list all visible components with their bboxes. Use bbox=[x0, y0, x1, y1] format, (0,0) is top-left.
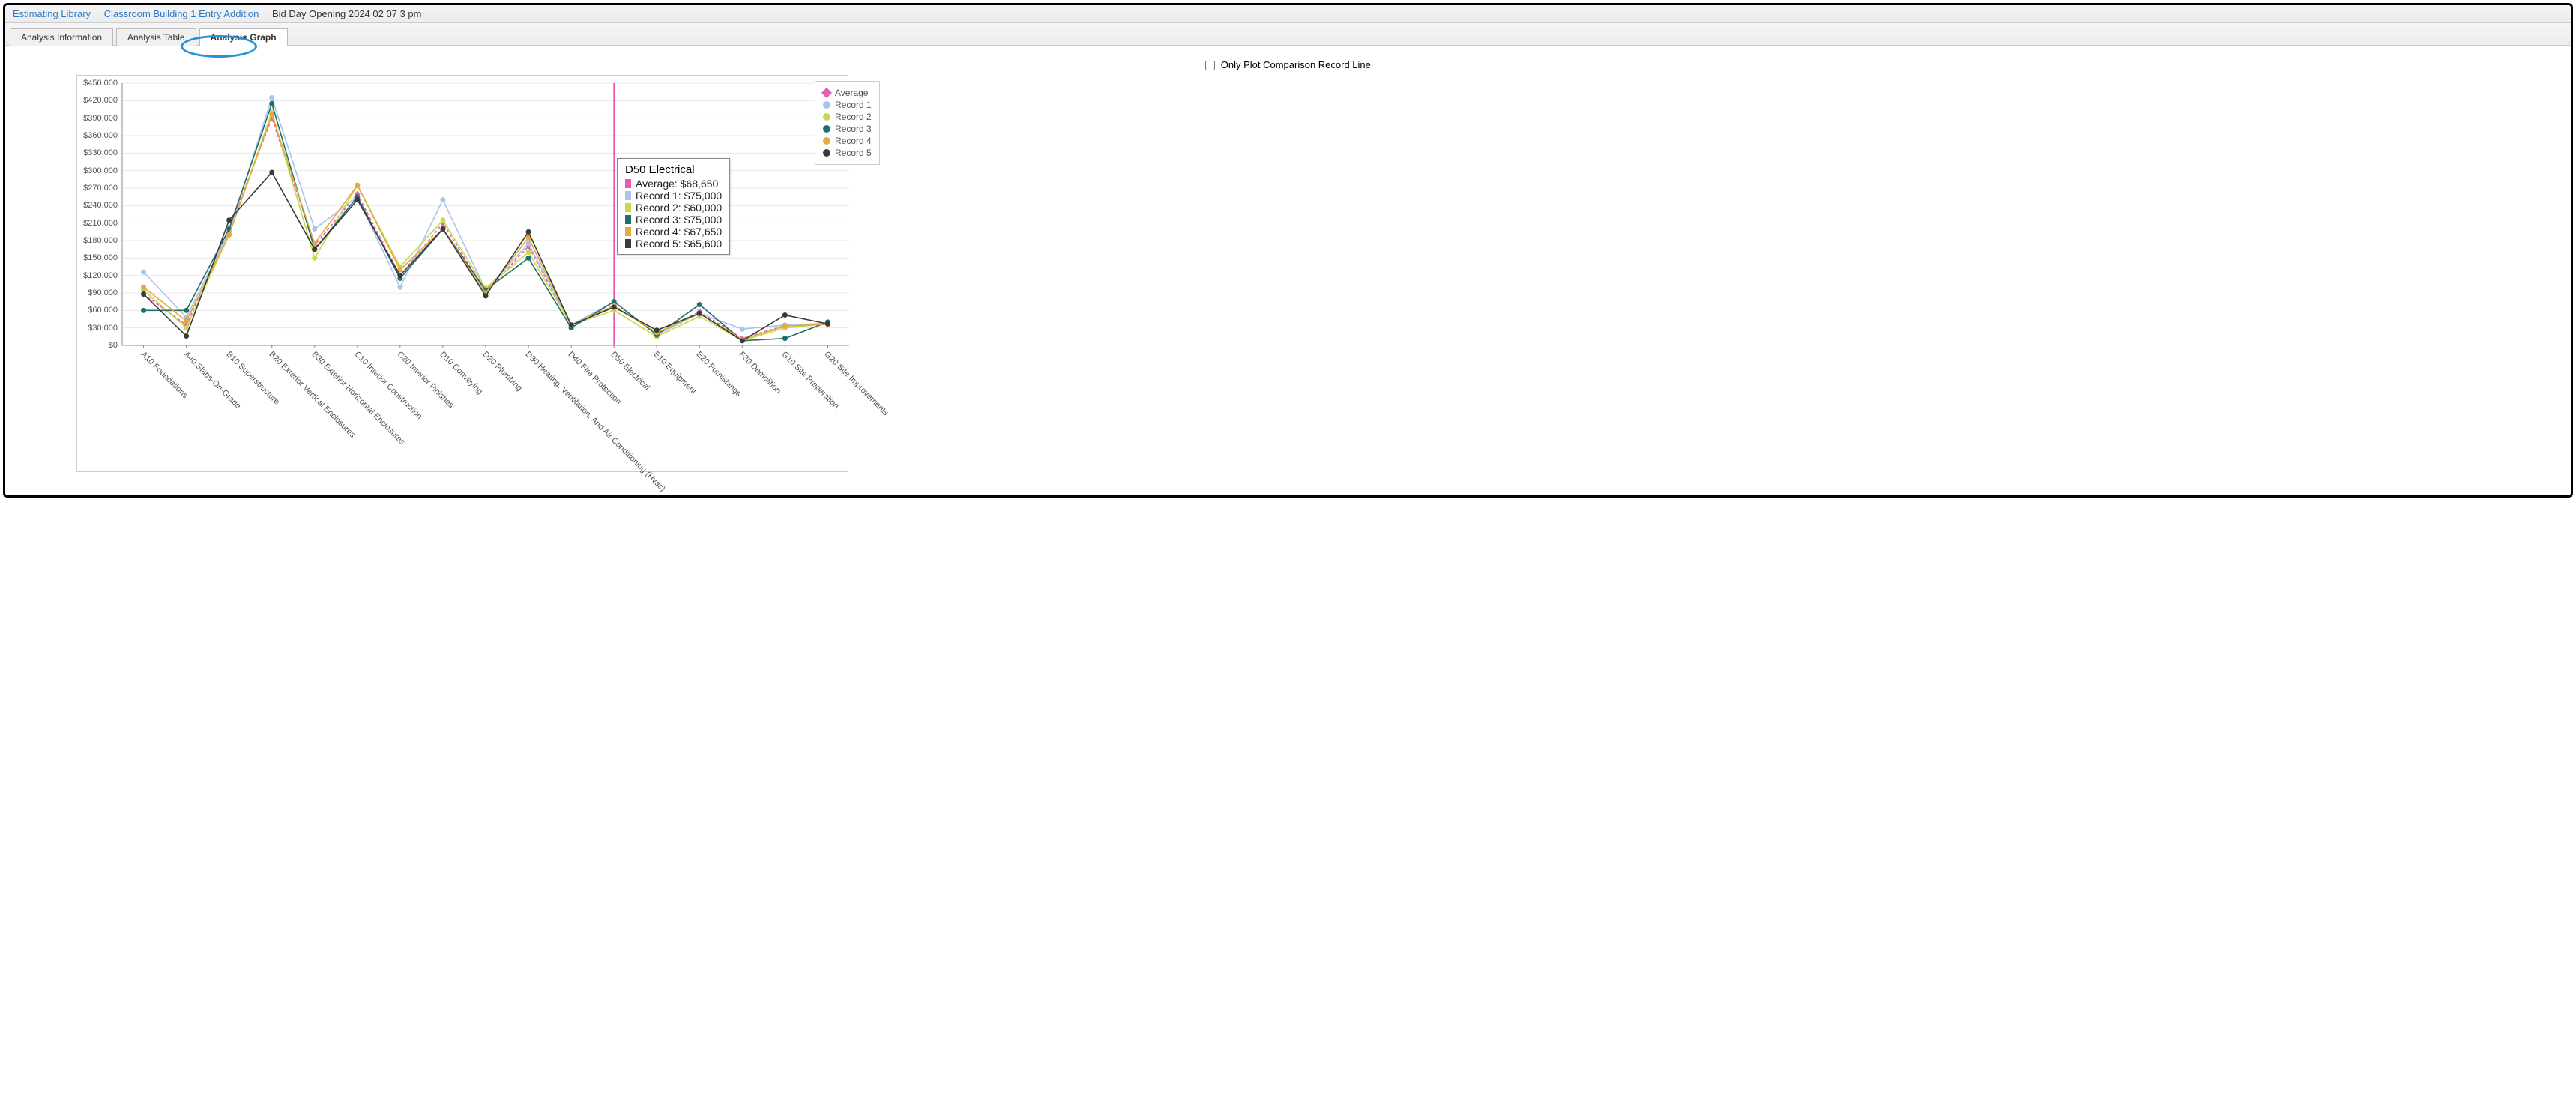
legend-marker-icon bbox=[823, 125, 830, 133]
legend-item[interactable]: Record 5 bbox=[823, 148, 872, 158]
tooltip-text: Record 1: $75,000 bbox=[636, 190, 722, 202]
tooltip-title: D50 Electrical bbox=[625, 163, 722, 176]
only-plot-comparison-label[interactable]: Only Plot Comparison Record Line bbox=[1205, 59, 1371, 70]
plot-option-row: Only Plot Comparison Record Line bbox=[13, 59, 2563, 70]
chart-box: $0 $30,000 $60,000 $90,000 $120,000 $150,000 $… bbox=[76, 75, 848, 472]
app-frame: Estimating Library Classroom Building 1 … bbox=[3, 3, 2573, 498]
tooltip-text: Record 3: $75,000 bbox=[636, 214, 722, 226]
y-tick-label: $390,000 bbox=[77, 114, 118, 123]
legend-marker-icon bbox=[823, 101, 830, 109]
tooltip-row: Record 2: $60,000 bbox=[625, 202, 722, 214]
y-tick-label: $120,000 bbox=[77, 271, 118, 280]
tooltip-row: Record 4: $67,650 bbox=[625, 226, 722, 238]
only-plot-comparison-checkbox[interactable] bbox=[1205, 61, 1215, 70]
tooltip-row: Average: $68,650 bbox=[625, 178, 722, 190]
y-tick-label: $30,000 bbox=[77, 324, 118, 333]
legend-label: Record 2 bbox=[835, 112, 872, 122]
legend-marker-icon bbox=[823, 149, 830, 157]
tooltip-row: Record 1: $75,000 bbox=[625, 190, 722, 202]
tooltip-swatch bbox=[625, 239, 631, 248]
only-plot-comparison-text: Only Plot Comparison Record Line bbox=[1221, 59, 1371, 70]
legend-item[interactable]: Record 4 bbox=[823, 136, 872, 146]
tooltip-swatch bbox=[625, 227, 631, 236]
y-tick-label: $180,000 bbox=[77, 236, 118, 245]
legend-marker-icon bbox=[821, 88, 832, 98]
tab-analysis-information[interactable]: Analysis Information bbox=[10, 28, 113, 46]
chart-tooltip: D50 Electrical Average: $68,650Record 1: … bbox=[617, 158, 730, 255]
tooltip-swatch bbox=[625, 203, 631, 212]
tooltip-text: Average: $68,650 bbox=[636, 178, 718, 190]
y-tick-label: $330,000 bbox=[77, 148, 118, 157]
tooltip-text: Record 5: $65,600 bbox=[636, 238, 722, 250]
legend-marker-icon bbox=[823, 113, 830, 121]
legend-item[interactable]: Record 2 bbox=[823, 112, 872, 122]
y-tick-label: $210,000 bbox=[77, 219, 118, 228]
y-tick-label: $360,000 bbox=[77, 131, 118, 140]
content-area: Only Plot Comparison Record Line $0 $30,0… bbox=[5, 46, 2571, 480]
legend-label: Average bbox=[835, 88, 868, 98]
legend-label: Record 4 bbox=[835, 136, 872, 146]
y-tick-label: $270,000 bbox=[77, 184, 118, 193]
tooltip-row: Record 5: $65,600 bbox=[625, 238, 722, 250]
breadcrumb: Estimating Library Classroom Building 1 … bbox=[5, 5, 2571, 23]
legend-marker-icon bbox=[823, 137, 830, 145]
tooltip-swatch bbox=[625, 215, 631, 224]
tooltip-text: Record 4: $67,650 bbox=[636, 226, 722, 238]
tab-row: Analysis Information Analysis Table Anal… bbox=[5, 23, 2571, 46]
y-tick-label: $300,000 bbox=[77, 166, 118, 175]
breadcrumb-link-library[interactable]: Estimating Library bbox=[13, 8, 91, 19]
tab-analysis-table[interactable]: Analysis Table bbox=[116, 28, 196, 46]
legend: Average Record 1 Record 2 Record 3 Record 4 R… bbox=[815, 81, 880, 165]
y-tick-label: $150,000 bbox=[77, 253, 118, 262]
legend-item[interactable]: Average bbox=[823, 88, 872, 98]
y-tick-label: $450,000 bbox=[77, 79, 118, 88]
y-tick-label: $0 bbox=[77, 341, 118, 350]
legend-item[interactable]: Record 3 bbox=[823, 124, 872, 134]
chart-wrap: $0 $30,000 $60,000 $90,000 $120,000 $150,000 $… bbox=[13, 75, 912, 472]
tooltip-row: Record 3: $75,000 bbox=[625, 214, 722, 226]
breadcrumb-link-project[interactable]: Classroom Building 1 Entry Addition bbox=[104, 8, 259, 19]
tooltip-swatch bbox=[625, 191, 631, 200]
y-tick-label: $420,000 bbox=[77, 96, 118, 105]
tab-analysis-graph[interactable]: Analysis Graph bbox=[199, 28, 288, 46]
legend-label: Record 3 bbox=[835, 124, 872, 134]
y-tick-label: $90,000 bbox=[77, 288, 118, 297]
legend-item[interactable]: Record 1 bbox=[823, 100, 872, 110]
legend-label: Record 1 bbox=[835, 100, 872, 110]
y-tick-label: $60,000 bbox=[77, 306, 118, 315]
breadcrumb-current: Bid Day Opening 2024 02 07 3 pm bbox=[272, 8, 421, 19]
legend-label: Record 5 bbox=[835, 148, 872, 158]
tooltip-text: Record 2: $60,000 bbox=[636, 202, 722, 214]
tooltip-swatch bbox=[625, 179, 631, 188]
y-tick-label: $240,000 bbox=[77, 201, 118, 210]
